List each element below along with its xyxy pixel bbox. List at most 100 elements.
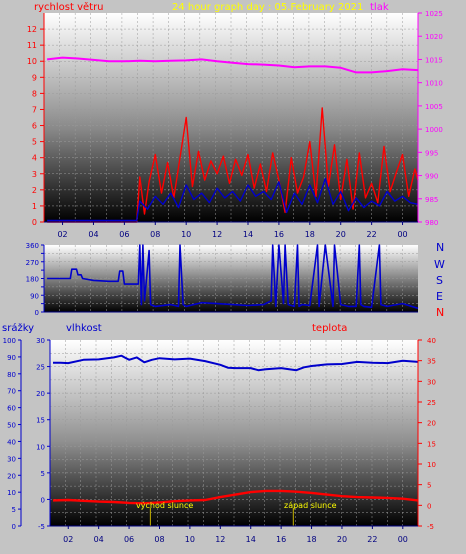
- humidity-line: [53, 354, 419, 372]
- wind-tick-label: 10: [27, 57, 37, 66]
- x-tick-label: 10: [185, 535, 195, 544]
- x-tick-label: 20: [337, 535, 347, 544]
- rain-tick-label: 70: [7, 388, 16, 396]
- humidity-tick-label: 25: [36, 364, 45, 372]
- x-tick-label: 02: [63, 535, 73, 544]
- x-tick-label: 18: [306, 535, 316, 544]
- temperature-tick-label: 40: [427, 337, 436, 345]
- sunrise-label: východ slunce: [136, 501, 193, 510]
- rain-tick-label: 100: [3, 337, 16, 345]
- pressure-tick-label: 990: [425, 173, 438, 181]
- wind-tick-label: 7: [32, 105, 37, 114]
- humidity-series: [52, 354, 419, 505]
- humidity-tick-label: 30: [36, 337, 45, 345]
- direction-series: [47, 244, 419, 310]
- compass-label: E: [436, 290, 443, 303]
- rain-tick-label: 5: [12, 506, 16, 514]
- pressure-tick-label: 1020: [425, 33, 443, 41]
- x-tick-label: 04: [94, 535, 104, 544]
- humidity-tick-label: 20: [36, 390, 45, 398]
- rain-tick-label: 30: [7, 455, 16, 463]
- x-tick-label: 20: [336, 230, 346, 239]
- temperature-axis-label: teplota: [312, 323, 347, 334]
- pressure-axis-label: tlak: [370, 2, 389, 13]
- temperature-tick-label: 30: [427, 378, 436, 386]
- x-tick-label: 22: [367, 535, 377, 544]
- pressure-tick-label: 1000: [425, 126, 443, 134]
- wind-average-line: [47, 177, 419, 222]
- wind-tick-label: 5: [32, 138, 37, 147]
- x-tick-label: 18: [305, 230, 315, 239]
- graph-title: 24 hour graph day : 05.February 2021: [172, 2, 363, 13]
- wind-gust-line: [47, 107, 419, 223]
- pressure-tick-label: 985: [425, 196, 438, 204]
- pressure-tick-label: 1025: [425, 10, 443, 18]
- direction-line: [47, 244, 419, 310]
- x-tick-label: 14: [243, 230, 253, 239]
- wind-tick-label: 1: [32, 202, 37, 211]
- wind-tick-label: 0: [32, 218, 37, 227]
- humidity-tick-label: 15: [36, 417, 45, 425]
- rain-tick-label: 90: [7, 354, 16, 362]
- pressure-tick-label: 1010: [425, 80, 443, 88]
- temperature-tick-label: 35: [427, 358, 436, 366]
- rain-tick-label: 10: [7, 489, 16, 497]
- pressure-tick-label: 995: [425, 149, 438, 157]
- x-tick-label: 06: [119, 230, 129, 239]
- wind-tick-label: 6: [32, 122, 37, 131]
- rain-tick-label: 60: [7, 405, 16, 413]
- x-tick-label: 10: [181, 230, 191, 239]
- direction-tick-label: 270: [26, 259, 39, 267]
- humidity-tick-label: 10: [36, 443, 45, 451]
- humidity-axis-label: vlhkost: [66, 323, 102, 334]
- rain-axis-label: srážky: [2, 322, 34, 334]
- x-tick-label: 02: [57, 230, 67, 239]
- temperature-line: [52, 489, 419, 505]
- pressure-tick-label: 980: [425, 219, 438, 227]
- humidity-grid: [50, 340, 418, 526]
- wind-tick-label: 3: [32, 170, 37, 179]
- wind-tick-label: 11: [27, 41, 37, 50]
- temperature-tick-label: 15: [427, 440, 436, 448]
- compass-label: S: [436, 274, 443, 287]
- axes: 0123456789101112980985990995100010051010…: [3, 10, 443, 544]
- compass-label: N: [436, 306, 444, 319]
- x-tick-label: 08: [154, 535, 164, 544]
- humidity-tick-label: -5: [38, 523, 45, 531]
- wind-tick-label: 4: [32, 154, 37, 163]
- temperature-tick-label: 10: [427, 461, 436, 469]
- temperature-tick-label: 5: [427, 482, 431, 490]
- x-tick-label: 16: [274, 230, 284, 239]
- pressure-tick-label: 1015: [425, 56, 443, 64]
- temperature-tick-label: -5: [427, 523, 434, 531]
- x-tick-label: 08: [150, 230, 160, 239]
- wind-series: [46, 56, 419, 223]
- direction-tick-label: 360: [26, 242, 39, 250]
- x-tick-label: 00: [398, 535, 408, 544]
- direction-tick-label: 0: [35, 309, 39, 317]
- rain-tick-label: 80: [7, 371, 16, 379]
- x-tick-label: 22: [367, 230, 377, 239]
- x-tick-label: 14: [246, 535, 256, 544]
- x-tick-label: 06: [124, 535, 134, 544]
- wind-axis-label: rychlost větru: [34, 1, 104, 13]
- x-tick-label: 16: [276, 535, 286, 544]
- wind-tick-label: 9: [32, 73, 37, 82]
- temperature-tick-label: 20: [427, 420, 436, 428]
- humidity-tick-label: 5: [41, 470, 45, 478]
- rain-tick-label: 0: [12, 523, 16, 531]
- x-tick-label: 00: [397, 230, 407, 239]
- sunset-label: západ slunce: [284, 501, 337, 510]
- wind-grid: [44, 13, 418, 222]
- rain-tick-label: 50: [7, 422, 16, 430]
- compass-label: N: [436, 241, 444, 254]
- pressure-tick-label: 1005: [425, 103, 443, 111]
- rain-tick-label: 20: [7, 472, 16, 480]
- humidity-tick-label: 0: [41, 496, 45, 504]
- wind-tick-label: 8: [32, 89, 37, 98]
- direction-tick-label: 90: [30, 292, 39, 300]
- compass-label: W: [434, 258, 445, 271]
- direction-tick-label: 180: [26, 276, 39, 284]
